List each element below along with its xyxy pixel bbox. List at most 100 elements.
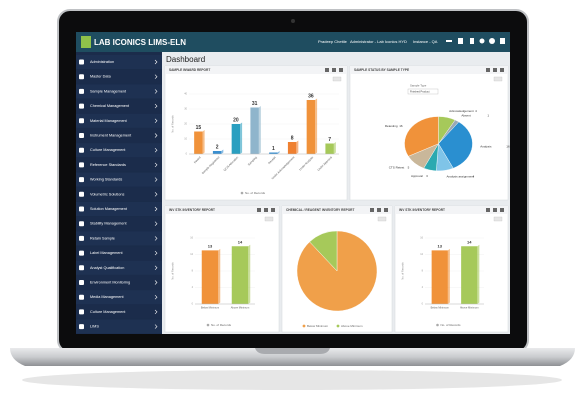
menu-item[interactable] bbox=[76, 84, 162, 99]
x-tick-label: Inward bbox=[193, 155, 202, 164]
y-tick-label: 12 bbox=[190, 253, 193, 256]
menu-item[interactable] bbox=[76, 275, 162, 290]
panel-tool[interactable] bbox=[384, 208, 388, 212]
bar bbox=[231, 124, 241, 154]
slice-label: CTS Retest bbox=[389, 166, 405, 170]
panel-tool[interactable] bbox=[271, 208, 275, 212]
panel-tool[interactable] bbox=[257, 208, 261, 212]
menu-label[interactable]: Media Management bbox=[90, 295, 125, 299]
bar bbox=[194, 131, 203, 154]
bar bbox=[431, 250, 448, 304]
legend-swatch bbox=[302, 324, 306, 328]
menu-label[interactable]: Administration bbox=[90, 60, 114, 64]
logo-icon bbox=[81, 36, 91, 48]
menu-item[interactable] bbox=[76, 304, 162, 319]
icon-bell[interactable] bbox=[479, 38, 485, 44]
y-tick-label: 40 bbox=[184, 93, 187, 96]
panel-tool[interactable] bbox=[486, 208, 490, 212]
menu-label[interactable]: Label Management bbox=[90, 251, 123, 255]
menu-item[interactable] bbox=[76, 172, 162, 187]
bar-side bbox=[248, 244, 251, 304]
panel-header bbox=[165, 66, 347, 74]
value-label: 8 bbox=[291, 135, 294, 141]
menu-icon bbox=[79, 103, 84, 109]
panel-tool[interactable] bbox=[370, 208, 374, 212]
legend-label: Above Minimum bbox=[341, 324, 363, 328]
menu-label[interactable]: Working Standards bbox=[90, 178, 122, 182]
menu-button[interactable] bbox=[493, 216, 503, 222]
menu-icon bbox=[79, 206, 84, 212]
bar bbox=[201, 250, 219, 304]
menu-label[interactable]: Reference Standards bbox=[90, 163, 126, 167]
menu-item[interactable] bbox=[76, 69, 162, 84]
menu-button[interactable] bbox=[377, 216, 387, 222]
menu-label[interactable]: Retain Sample bbox=[90, 236, 115, 240]
menu-label[interactable]: Sample Management bbox=[90, 89, 127, 93]
menu-item[interactable] bbox=[76, 231, 162, 246]
menu-label[interactable]: Solution Management bbox=[90, 207, 128, 211]
menu-item[interactable] bbox=[76, 319, 162, 334]
menu-icon bbox=[79, 309, 84, 315]
menu-label[interactable]: LIMS bbox=[90, 325, 99, 329]
bar-side bbox=[315, 98, 318, 154]
menu-item[interactable] bbox=[76, 202, 162, 216]
menu-item[interactable] bbox=[76, 128, 162, 143]
panel-tool[interactable] bbox=[486, 68, 490, 72]
menu-item[interactable] bbox=[76, 216, 162, 231]
panel-tool[interactable] bbox=[264, 208, 268, 212]
panel-tool[interactable] bbox=[493, 208, 497, 212]
menu-item[interactable] bbox=[76, 260, 162, 275]
menu-item[interactable] bbox=[76, 99, 162, 114]
menu-label[interactable]: Chemical Management bbox=[90, 104, 130, 108]
menu-label[interactable]: Stability Management bbox=[90, 222, 127, 226]
menu-label[interactable]: Material Management bbox=[90, 119, 128, 123]
icon-logout[interactable] bbox=[500, 38, 505, 44]
menu-item[interactable] bbox=[76, 187, 162, 202]
panel-header bbox=[282, 206, 392, 214]
menu-item[interactable] bbox=[76, 157, 162, 172]
bar-side bbox=[221, 149, 224, 154]
icon-doc[interactable] bbox=[470, 38, 474, 44]
menu-item[interactable] bbox=[76, 55, 162, 69]
menu-label[interactable]: Volumetric Solutions bbox=[90, 192, 125, 196]
menu-item[interactable] bbox=[76, 290, 162, 305]
menu-button[interactable] bbox=[332, 76, 342, 82]
menu-label[interactable]: Instrument Management bbox=[90, 134, 132, 138]
menu-label[interactable]: Environment Monitoring bbox=[90, 281, 130, 285]
user-name[interactable]: Pradeep Chettle bbox=[318, 39, 348, 44]
slice-value: 4 bbox=[473, 174, 475, 178]
filter-select[interactable] bbox=[407, 88, 439, 95]
instance[interactable]: Instance - QA bbox=[413, 39, 438, 44]
y-tick-label: 30 bbox=[184, 108, 187, 111]
shadow bbox=[22, 370, 562, 390]
menu-icon bbox=[79, 74, 84, 80]
menu-item[interactable] bbox=[76, 246, 162, 261]
menu-chevron bbox=[154, 192, 158, 197]
menu-chevron bbox=[154, 265, 158, 271]
menu-button[interactable] bbox=[493, 76, 503, 82]
menu-item[interactable] bbox=[76, 113, 162, 128]
filter-value[interactable]: Finished Product bbox=[410, 89, 430, 93]
menu-label[interactable]: Culture Management bbox=[90, 310, 126, 314]
logo: LAB ICONICS LIMS-ELN bbox=[94, 38, 186, 47]
menu-icon bbox=[79, 221, 84, 227]
panel-tool[interactable] bbox=[339, 68, 343, 72]
y-tick-label: 0 bbox=[186, 153, 188, 156]
panel-tool[interactable] bbox=[500, 208, 504, 212]
menu-button[interactable] bbox=[264, 216, 274, 222]
menu-label[interactable]: Analyst Qualification bbox=[90, 266, 124, 270]
menu-label[interactable]: Master Data bbox=[90, 75, 112, 79]
slice-value: 16 bbox=[506, 145, 510, 149]
panel-tool[interactable] bbox=[325, 68, 329, 72]
panel-header bbox=[165, 206, 279, 214]
icon-help[interactable] bbox=[489, 38, 495, 44]
menu-label[interactable]: Culture Management bbox=[90, 148, 126, 152]
menu-item[interactable] bbox=[76, 143, 162, 158]
panel-tool[interactable] bbox=[500, 68, 504, 72]
icon-back[interactable] bbox=[446, 40, 452, 42]
panel-tool[interactable] bbox=[377, 208, 381, 212]
panel-tool[interactable] bbox=[332, 68, 336, 72]
icon-print[interactable] bbox=[458, 38, 463, 44]
bar bbox=[287, 142, 297, 154]
panel-tool[interactable] bbox=[493, 68, 497, 72]
